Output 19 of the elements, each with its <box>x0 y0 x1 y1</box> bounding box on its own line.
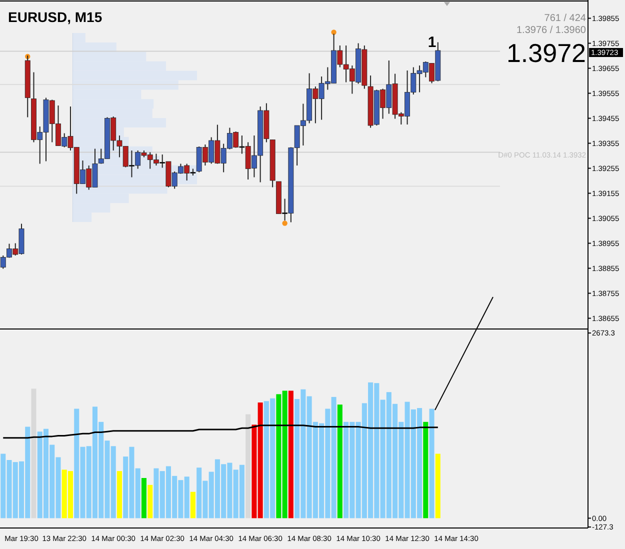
text: EURUSD, M15 <box>8 9 102 25</box>
bar <box>435 454 440 518</box>
annotation: 761 / 424 <box>544 13 586 24</box>
bar <box>148 484 153 518</box>
annotation: 1.3976 / 1.3960 <box>516 25 586 36</box>
point <box>282 220 288 226</box>
bar <box>423 422 428 518</box>
bar <box>116 471 122 518</box>
bar <box>429 408 434 518</box>
bar <box>246 414 251 518</box>
annotation: 1 <box>428 34 436 51</box>
bar <box>141 478 146 518</box>
bar <box>288 390 294 518</box>
bar <box>337 404 342 518</box>
bar <box>31 388 36 518</box>
point <box>331 30 336 35</box>
line-series <box>2 424 439 439</box>
annotation: 1.3972 <box>506 38 586 68</box>
bar <box>190 492 196 518</box>
